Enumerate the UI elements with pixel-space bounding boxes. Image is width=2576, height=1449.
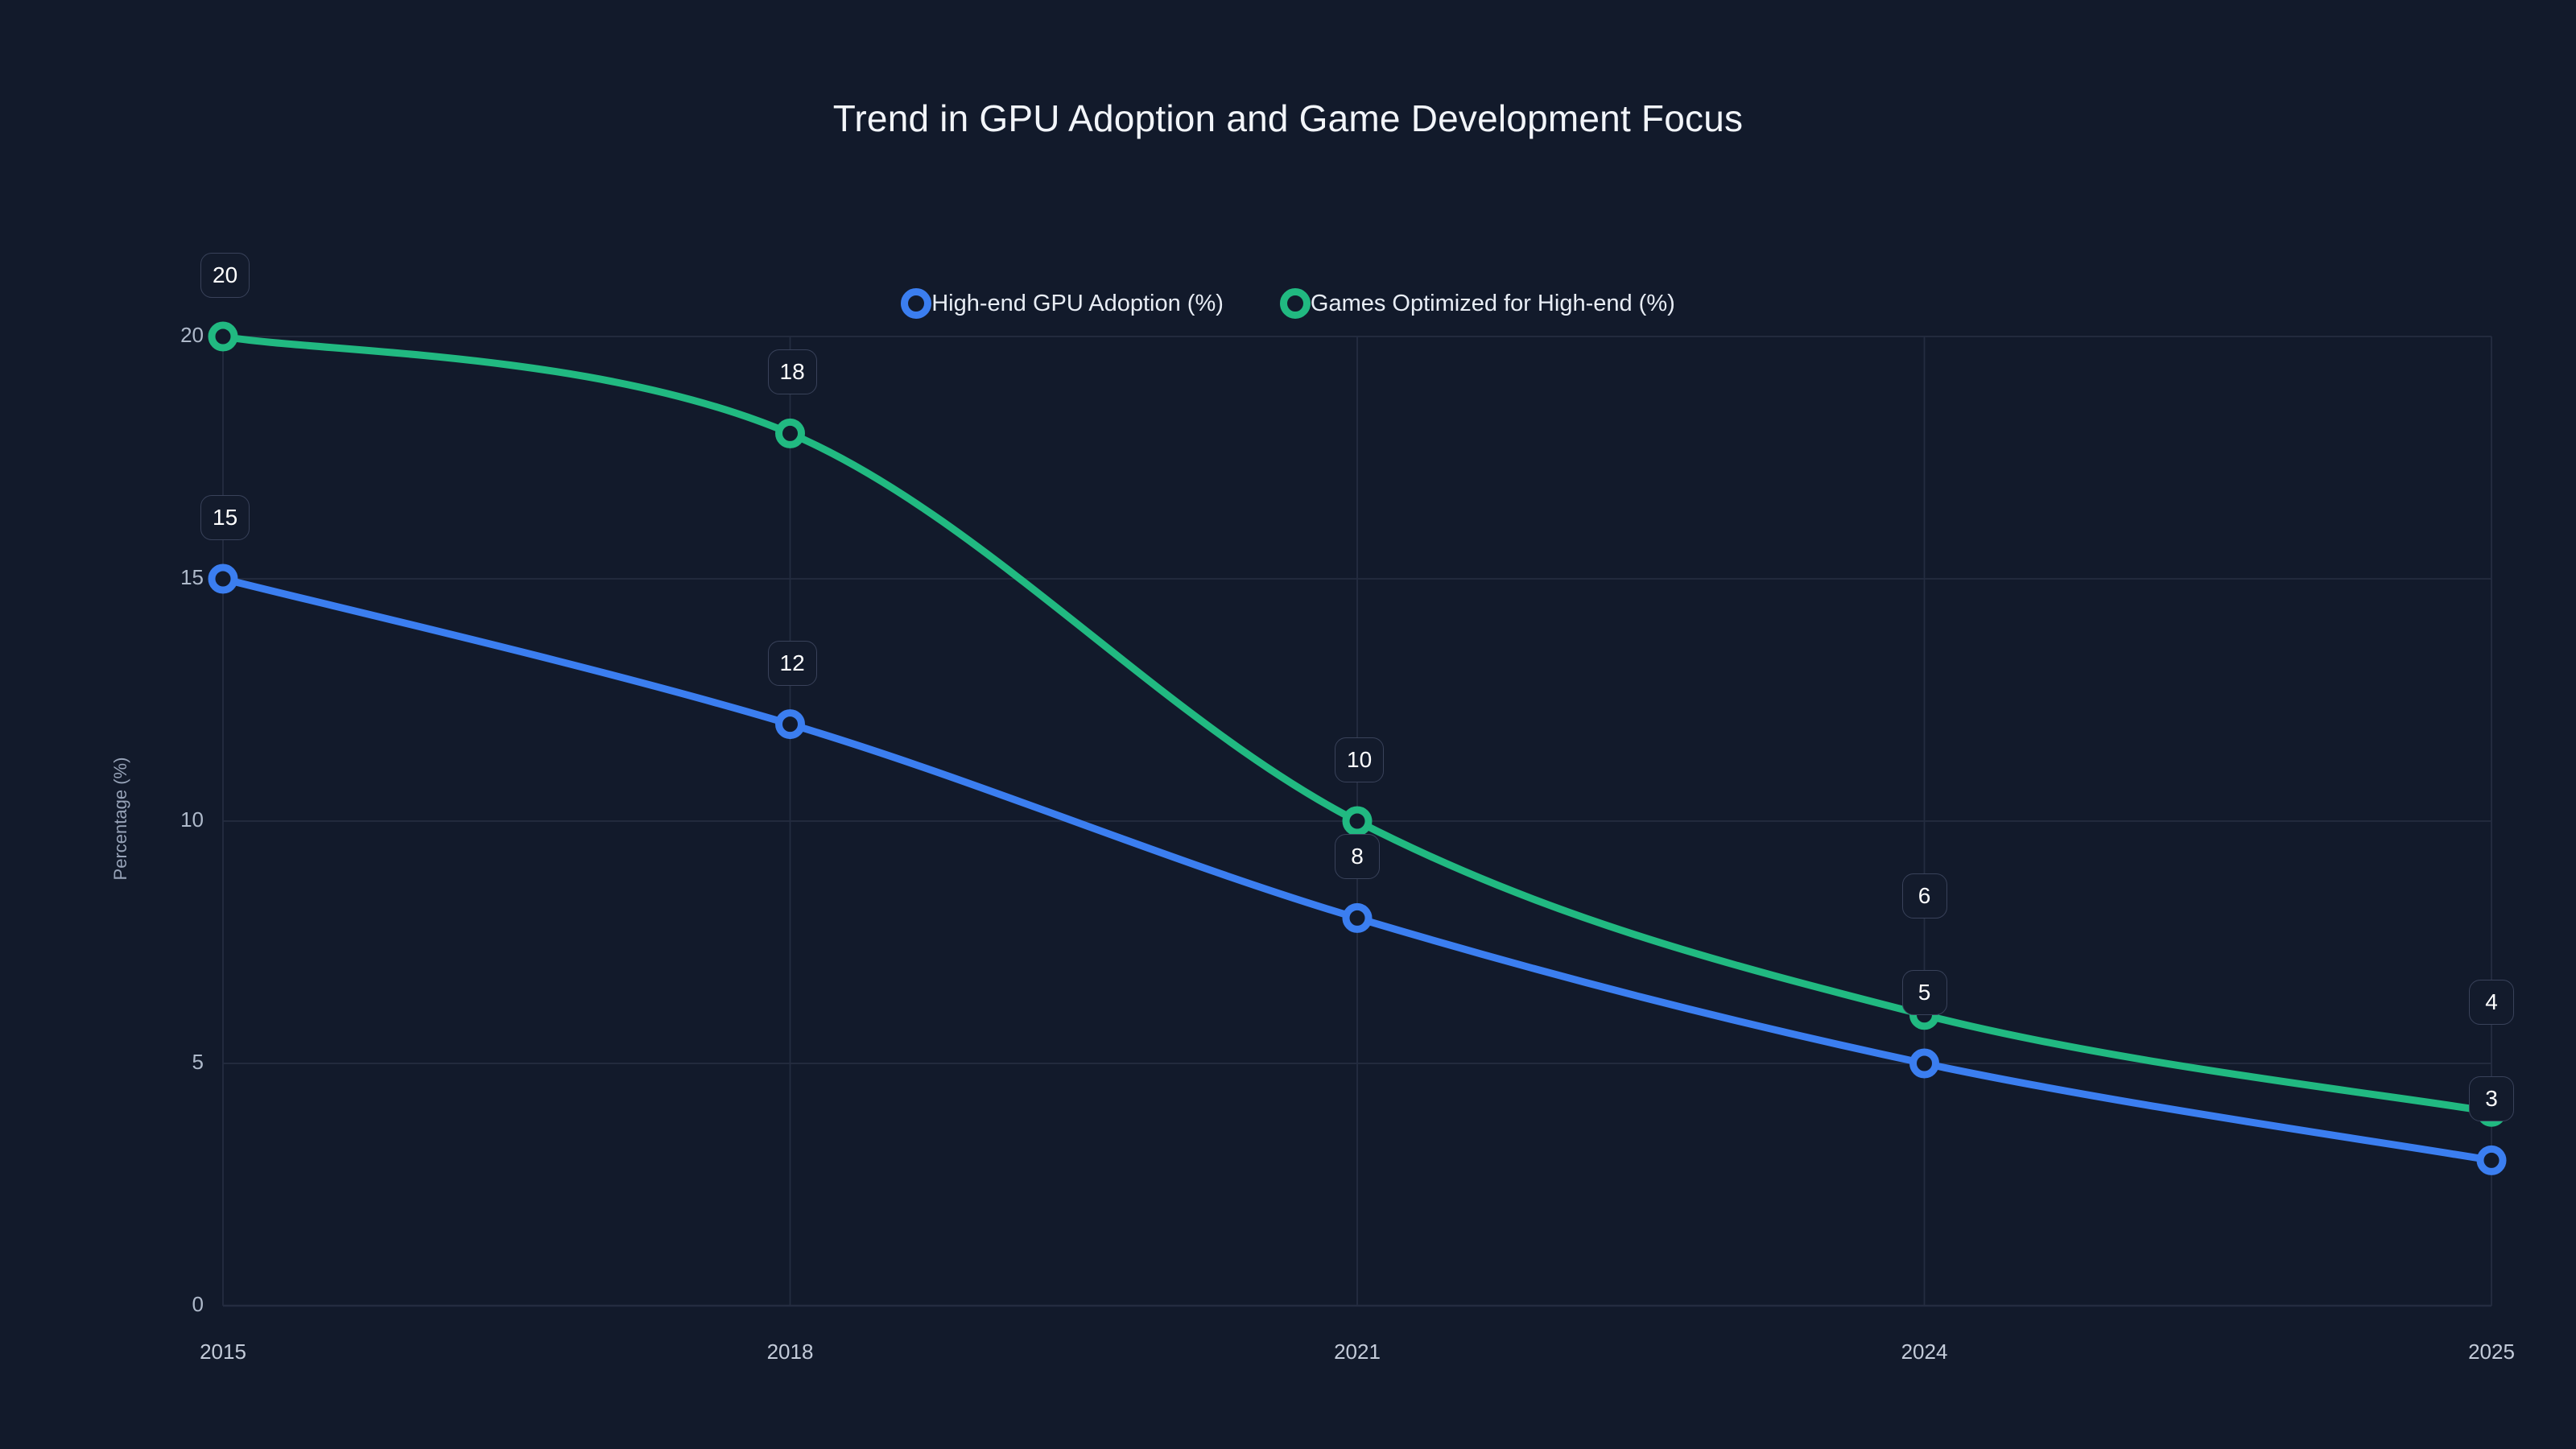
data-point-marker[interactable] bbox=[1342, 806, 1373, 836]
data-point-marker[interactable] bbox=[1342, 902, 1373, 933]
legend-item-label: Games Optimized for High-end (%) bbox=[1310, 290, 1675, 316]
data-label-badge: 10 bbox=[1335, 737, 1385, 782]
data-label-badge: 20 bbox=[200, 253, 250, 298]
data-point-marker[interactable] bbox=[2476, 1145, 2507, 1175]
data-label-badge: 12 bbox=[767, 640, 817, 686]
ring-marker-green-icon bbox=[1279, 288, 1311, 319]
data-point-marker[interactable] bbox=[1909, 1048, 1939, 1079]
legend-item-label: High-end GPU Adoption (%) bbox=[931, 290, 1224, 316]
y-axis-tick-label: 15 bbox=[180, 565, 204, 589]
x-axis-tick-label: 2015 bbox=[200, 1340, 246, 1364]
data-label-badge: 4 bbox=[2469, 980, 2514, 1026]
series-markers bbox=[208, 321, 2507, 1175]
y-axis-tick-label: 10 bbox=[180, 807, 204, 832]
page-title: Trend in GPU Adoption and Game Developme… bbox=[832, 97, 1744, 139]
x-axis-tick-label: 2025 bbox=[2468, 1340, 2515, 1364]
data-point-marker[interactable] bbox=[208, 321, 238, 352]
ring-marker-blue-icon bbox=[901, 288, 932, 319]
data-label-badge: 8 bbox=[1335, 834, 1380, 880]
data-point-marker[interactable] bbox=[775, 418, 805, 448]
x-axis-tick-label: 2018 bbox=[766, 1340, 814, 1364]
x-axis-tick-label: 2021 bbox=[1334, 1340, 1381, 1364]
data-label-badge: 18 bbox=[767, 349, 817, 395]
y-axis-tick-label: 5 bbox=[192, 1050, 204, 1074]
y-axis-tick-label: 0 bbox=[192, 1292, 204, 1316]
data-label-badge: 6 bbox=[1901, 873, 1947, 919]
data-label-badge: 15 bbox=[200, 495, 250, 540]
legend-item-high-end-gpu-adoption[interactable]: High-end GPU Adoption (%) bbox=[901, 288, 1224, 319]
x-axis-tick-label: 2024 bbox=[1901, 1340, 1948, 1364]
legend-item-games-optimized[interactable]: Games Optimized for High-end (%) bbox=[1279, 288, 1675, 319]
data-label-badge: 3 bbox=[2469, 1076, 2514, 1122]
data-point-marker[interactable] bbox=[208, 564, 238, 594]
chart-legend: High-end GPU Adoption (%) Games Optimize… bbox=[0, 288, 2576, 319]
data-label-badge: 5 bbox=[1901, 970, 1947, 1015]
gridlines bbox=[222, 336, 2492, 1307]
y-axis-tick-label: 20 bbox=[180, 323, 204, 347]
data-point-marker[interactable] bbox=[775, 709, 805, 740]
